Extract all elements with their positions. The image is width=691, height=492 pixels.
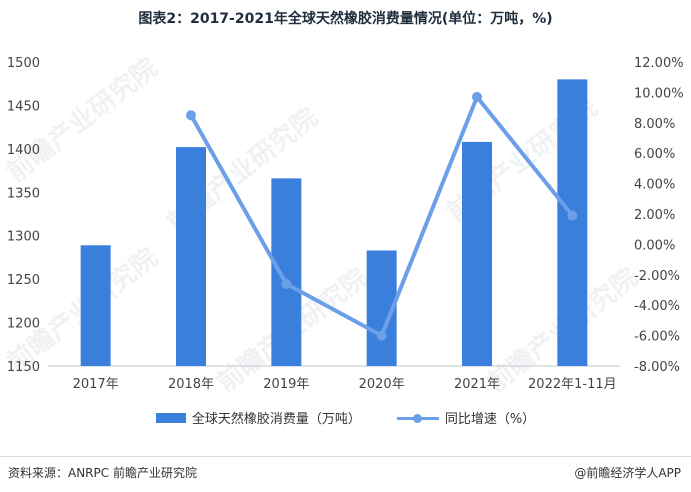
y-left-tick-label: 1350 — [7, 186, 40, 201]
y-right-tick-label: 8.00% — [634, 117, 675, 132]
legend-item-line: 同比增速（%） — [396, 408, 536, 427]
y-right-tick-label: -6.00% — [634, 330, 680, 345]
x-tick-label: 2021年 — [454, 377, 500, 392]
y-left-tick-label: 1150 — [7, 360, 40, 375]
bar — [80, 245, 111, 366]
footer-divider — [0, 456, 691, 457]
y-right-tick-label: 6.00% — [634, 147, 675, 162]
y-left-tick-label: 1400 — [7, 143, 40, 158]
x-tick-label: 2020年 — [359, 377, 405, 392]
y-right-tick-label: 4.00% — [634, 178, 675, 193]
y-right-tick-label: 2.00% — [634, 208, 675, 223]
combo-chart: 1150 1200 1250 1300 1350 1400 1450 1500 -8.00% -6… — [7, 56, 684, 392]
growth-point — [472, 91, 482, 102]
legend-label: 全球天然橡胶消费量（万吨） — [191, 412, 361, 427]
y-left-tick-label: 1450 — [7, 99, 40, 114]
chart-title: 图表2：2017-2021年全球天然橡胶消费量情况(单位：万吨，%) — [138, 11, 553, 27]
y-left-tick-label: 1300 — [7, 230, 40, 245]
bar — [557, 79, 588, 366]
bar — [176, 147, 206, 366]
y-right-tick-label: 0.00% — [634, 238, 675, 253]
y-left-tick-label: 1200 — [7, 317, 40, 332]
x-tick-label: 2019年 — [263, 377, 309, 392]
y-right-tick-label: 12.00% — [634, 56, 684, 71]
x-tick-label: 2022年1-11月 — [528, 377, 617, 392]
growth-point — [567, 210, 578, 221]
legend-label: 同比增速（%） — [444, 412, 536, 427]
y-right-tick-label: -8.00% — [634, 360, 680, 375]
y-right-tick-label: 10.00% — [634, 86, 684, 101]
legend-line-swatch — [396, 413, 439, 423]
brand-note: @前瞻经济学人APP — [574, 466, 681, 480]
y-left-tick-label: 1250 — [7, 273, 40, 288]
growth-point — [281, 278, 292, 289]
y-right-tick-label: -2.00% — [634, 269, 680, 284]
growth-point — [186, 110, 196, 121]
bar — [271, 178, 302, 366]
x-tick-label: 2017年 — [73, 377, 119, 392]
y-right-tick-label: -4.00% — [634, 299, 680, 314]
legend: 全球天然橡胶消费量（万吨） 同比增速（%） — [0, 408, 691, 427]
source-note: 资料来源：ANRPC 前瞻产业研究院 — [8, 466, 197, 480]
legend-item-bar: 全球天然橡胶消费量（万吨） — [155, 408, 361, 427]
legend-bar-swatch — [155, 412, 186, 423]
y-left-tick-label: 1500 — [7, 56, 40, 71]
x-tick-label: 2018年 — [168, 377, 214, 392]
bar — [462, 141, 492, 366]
growth-point — [376, 330, 387, 341]
